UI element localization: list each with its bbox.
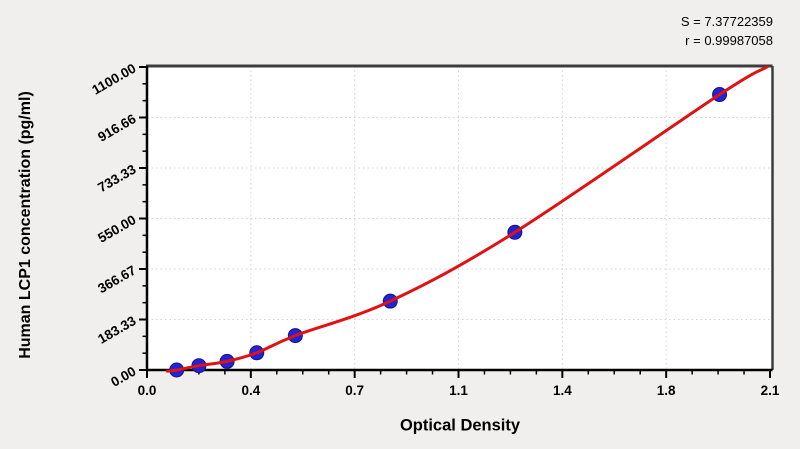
x-axis-title: Optical Density [399, 416, 521, 435]
r-value-label: r = 0.99987058 [685, 32, 773, 48]
s-value-label: S = 7.37722359 [680, 14, 773, 29]
x-tick-label: 1.4 [553, 383, 572, 398]
x-tick-label: 1.1 [449, 383, 468, 398]
x-tick-label: 2.1 [761, 383, 780, 398]
x-tick-label: 0.7 [345, 383, 364, 398]
y-tick-label: 916.66 [95, 111, 139, 145]
fit-curve [165, 65, 769, 373]
fit-statistics: S = 7.37722359 r = 0.99987058 [681, 13, 773, 51]
y-tick-label: 183.33 [95, 313, 139, 347]
x-tick-label: 0.4 [241, 383, 260, 398]
y-tick-label: 733.33 [95, 161, 139, 195]
y-tick-label: 550.00 [95, 212, 138, 246]
y-tick-label: 0.00 [108, 364, 138, 390]
x-tick-label: 1.8 [657, 383, 676, 398]
y-tick-label: 1100.00 [89, 61, 138, 98]
x-tick-label: 0.0 [138, 383, 157, 398]
y-tick-label: 366.67 [95, 263, 138, 297]
